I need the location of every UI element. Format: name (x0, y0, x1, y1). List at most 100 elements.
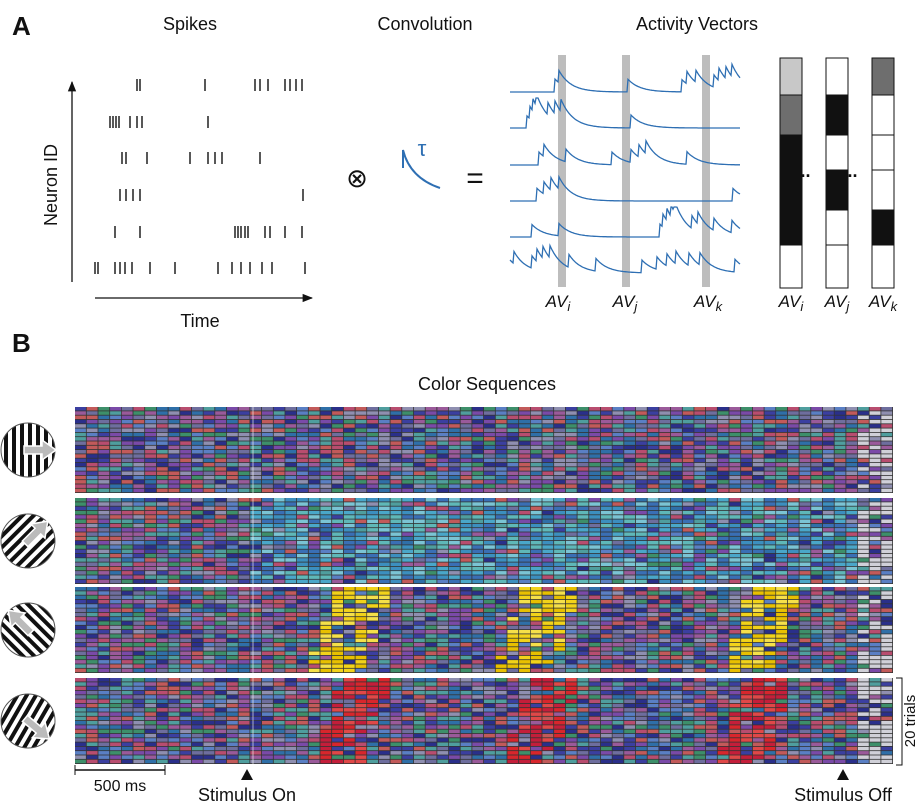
sequence-cell (274, 420, 285, 424)
sequence-cell (589, 700, 600, 704)
sequence-cell (765, 712, 776, 716)
sequence-cell (472, 617, 483, 621)
sequence-cell (227, 433, 238, 437)
sequence-cell (729, 630, 740, 634)
sequence-cell (285, 463, 296, 467)
sequence-cell (391, 484, 402, 488)
sequence-cell (391, 532, 402, 536)
sequence-cell (741, 600, 752, 604)
sequence-cell (846, 554, 857, 558)
sequence-cell (110, 587, 121, 591)
sequence-cell (671, 652, 682, 656)
sequence-cell (496, 634, 507, 638)
sequence-cell (694, 459, 705, 463)
sequence-cell (800, 591, 811, 595)
sequence-cell (601, 520, 612, 524)
sequence-cell (881, 416, 892, 420)
sequence-cell (461, 643, 472, 647)
sequence-cell (683, 454, 694, 458)
sequence-cell (531, 550, 542, 554)
sequence-cell (542, 411, 553, 415)
sequence-cell (414, 507, 425, 511)
sequence-cell (192, 480, 203, 484)
sequence-cell (624, 537, 635, 541)
sequence-cell (811, 558, 822, 562)
sequence-cell (800, 596, 811, 600)
sequence-cell (694, 567, 705, 571)
sequence-cell (519, 639, 530, 643)
sequence-cell (169, 700, 180, 704)
sequence-cell (402, 441, 413, 445)
sequence-cell (589, 480, 600, 484)
sequence-cell (426, 480, 437, 484)
sequence-cell (461, 682, 472, 686)
sequence-cell (461, 604, 472, 608)
sequence-cell (344, 652, 355, 656)
sequence-cell (157, 682, 168, 686)
sequence-cell (98, 591, 109, 595)
sequence-cell (870, 411, 881, 415)
sequence-cell (648, 634, 659, 638)
sequence-cell (133, 669, 144, 673)
sequence-cell (262, 537, 273, 541)
sequence-cell (741, 571, 752, 575)
sequence-cell (426, 524, 437, 528)
sequence-cell (274, 600, 285, 604)
sequence-cell (542, 489, 553, 493)
sequence-cell (204, 441, 215, 445)
sequence-cell (484, 580, 495, 584)
sequence-cell (542, 617, 553, 621)
sequence-cell (554, 441, 565, 445)
sequence-cell (601, 511, 612, 515)
sequence-cell (297, 463, 308, 467)
sequence-cell (718, 656, 729, 660)
sequence-cell (157, 575, 168, 579)
sequence-cell (122, 630, 133, 634)
sequence-cell (426, 437, 437, 441)
sequence-cell (309, 524, 320, 528)
sequence-cell (262, 617, 273, 621)
sequence-cell (402, 545, 413, 549)
sequence-cell (624, 407, 635, 411)
sequence-cell (624, 708, 635, 712)
sequence-cell (402, 708, 413, 712)
sequence-cell (683, 484, 694, 488)
sequence-cell (624, 609, 635, 613)
sequence-cell (507, 484, 518, 488)
sequence-cell (449, 484, 460, 488)
sequence-cell (496, 712, 507, 716)
sequence-cell (169, 717, 180, 721)
sequence-cell (858, 587, 869, 591)
sequence-cell (858, 467, 869, 471)
sequence-cell (192, 669, 203, 673)
sequence-cell (624, 678, 635, 682)
sequence-cell (519, 643, 530, 647)
sequence-cell (671, 660, 682, 664)
sequence-cell (823, 437, 834, 441)
sequence-cell (215, 695, 226, 699)
sequence-cell (297, 708, 308, 712)
sequence-cell (589, 446, 600, 450)
sequence-cell (133, 712, 144, 716)
sequence-cell (379, 647, 390, 651)
sequence-cell (87, 575, 98, 579)
av-sub: k (716, 299, 724, 314)
sequence-cell (239, 550, 250, 554)
sequence-cell (811, 545, 822, 549)
sequence-cell (472, 571, 483, 575)
sequence-cell (823, 687, 834, 691)
sequence-cell (566, 511, 577, 515)
sequence-cell (367, 664, 378, 668)
sequence-cell (694, 678, 705, 682)
sequence-cell (507, 489, 518, 493)
sequence-cell (402, 507, 413, 511)
sequence-cell (776, 656, 787, 660)
sequence-cell (274, 604, 285, 608)
sequence-cell (776, 626, 787, 630)
sequence-cell (309, 450, 320, 454)
sequence-cell (589, 639, 600, 643)
sequence-cell (262, 454, 273, 458)
sequence-cell (870, 604, 881, 608)
sequence-cell (823, 524, 834, 528)
sequence-cell (110, 708, 121, 712)
